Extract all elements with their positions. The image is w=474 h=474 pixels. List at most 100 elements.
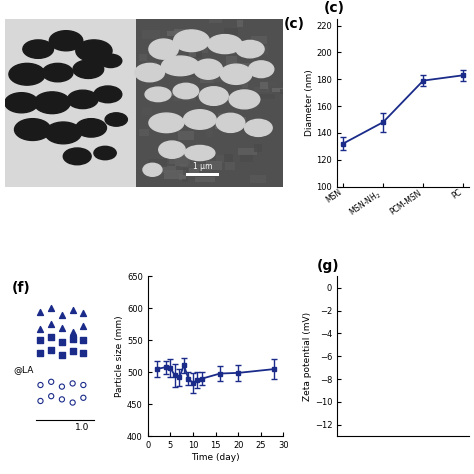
Bar: [250, 175, 266, 183]
Bar: [237, 20, 243, 27]
Y-axis label: Particle size (mm): Particle size (mm): [115, 316, 124, 397]
Bar: [180, 164, 200, 167]
Point: [69, 380, 76, 387]
Bar: [238, 148, 257, 155]
Circle shape: [15, 118, 51, 140]
Text: @LA: @LA: [14, 365, 34, 374]
Bar: [225, 95, 241, 100]
Bar: [166, 71, 185, 74]
Bar: [148, 48, 159, 55]
Bar: [260, 82, 268, 89]
Point: [80, 310, 87, 317]
Point: [36, 337, 44, 344]
Circle shape: [100, 54, 122, 68]
Bar: [246, 106, 258, 110]
Point: [80, 349, 87, 357]
Text: (f): (f): [12, 281, 31, 295]
Bar: [173, 90, 182, 96]
Bar: [247, 131, 267, 137]
Text: (c): (c): [324, 1, 345, 15]
Ellipse shape: [185, 146, 215, 161]
Bar: [195, 177, 215, 182]
Bar: [142, 107, 153, 115]
Bar: [189, 50, 196, 57]
Text: 1.0: 1.0: [75, 423, 90, 432]
Bar: [200, 75, 214, 83]
Circle shape: [23, 40, 54, 58]
Bar: [150, 62, 156, 66]
Point: [58, 383, 66, 391]
Ellipse shape: [173, 83, 199, 99]
Point: [47, 392, 55, 400]
Circle shape: [5, 93, 38, 113]
Bar: [217, 40, 226, 49]
Bar: [186, 173, 219, 176]
Ellipse shape: [159, 141, 185, 158]
Bar: [168, 52, 175, 60]
Bar: [255, 94, 275, 99]
Bar: [180, 174, 185, 180]
Bar: [142, 30, 160, 39]
X-axis label: Time (day): Time (day): [191, 453, 240, 462]
Y-axis label: Diameter (nm): Diameter (nm): [304, 69, 313, 136]
Point: [69, 335, 76, 343]
Text: (g): (g): [317, 258, 340, 273]
Bar: [206, 128, 212, 137]
Point: [69, 328, 76, 336]
Point: [58, 338, 66, 346]
Circle shape: [9, 64, 45, 85]
Bar: [175, 143, 181, 147]
Bar: [238, 63, 256, 66]
Bar: [191, 50, 201, 58]
Bar: [254, 87, 269, 92]
Bar: [183, 168, 190, 175]
Point: [80, 322, 87, 330]
Bar: [224, 154, 233, 162]
Bar: [227, 117, 246, 125]
Y-axis label: Zeta potential (mV): Zeta potential (mV): [303, 312, 312, 401]
Bar: [178, 131, 194, 140]
Ellipse shape: [173, 30, 210, 52]
Point: [58, 396, 66, 403]
Bar: [149, 159, 167, 167]
Bar: [182, 178, 188, 182]
Bar: [189, 168, 199, 173]
Bar: [139, 128, 149, 136]
Circle shape: [76, 40, 112, 62]
Bar: [278, 82, 299, 86]
Bar: [281, 120, 300, 126]
Point: [36, 397, 44, 405]
Ellipse shape: [194, 59, 222, 79]
Bar: [5, 19, 136, 187]
Bar: [215, 121, 223, 129]
Point: [58, 351, 66, 358]
Bar: [180, 96, 197, 100]
Bar: [242, 82, 248, 88]
Ellipse shape: [245, 119, 272, 137]
Ellipse shape: [135, 64, 164, 82]
Point: [36, 325, 44, 333]
Bar: [209, 18, 222, 23]
Bar: [254, 144, 262, 152]
Bar: [136, 19, 283, 187]
Circle shape: [94, 86, 122, 103]
Ellipse shape: [149, 39, 178, 59]
Text: (c): (c): [283, 17, 304, 31]
Bar: [174, 156, 188, 166]
Ellipse shape: [183, 110, 216, 129]
Circle shape: [63, 148, 91, 165]
Bar: [186, 159, 194, 168]
Ellipse shape: [145, 87, 171, 101]
Point: [36, 308, 44, 315]
Ellipse shape: [199, 87, 228, 105]
Bar: [164, 170, 186, 179]
Bar: [167, 31, 189, 36]
Bar: [260, 81, 266, 91]
Circle shape: [42, 64, 73, 82]
Bar: [224, 28, 238, 35]
Bar: [216, 120, 237, 130]
Point: [80, 337, 87, 344]
Bar: [251, 36, 267, 45]
Point: [36, 349, 44, 357]
Circle shape: [49, 31, 83, 51]
